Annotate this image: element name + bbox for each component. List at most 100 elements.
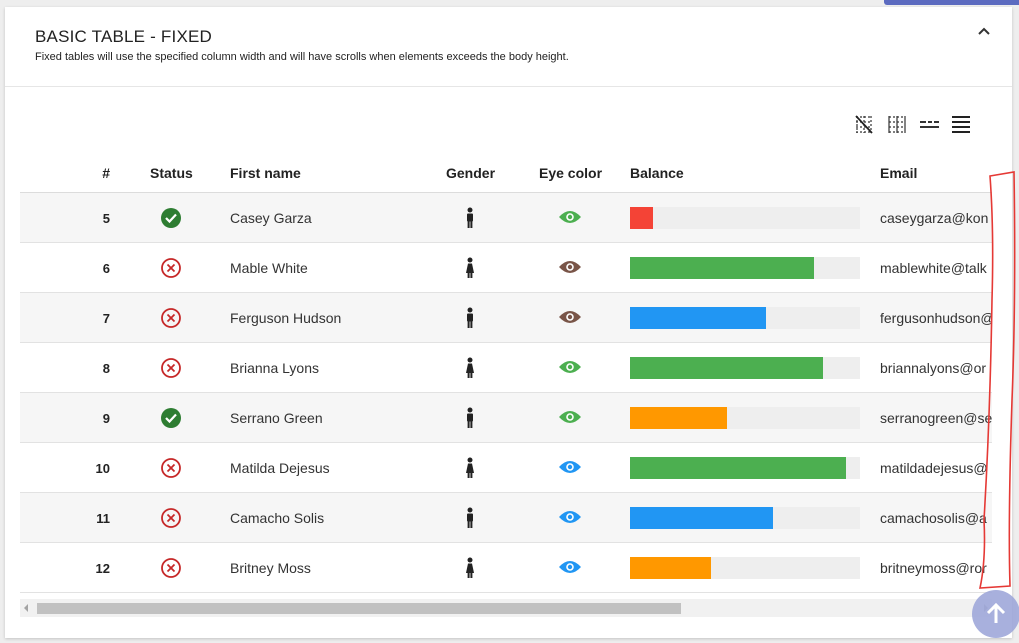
balance-progress-fill <box>630 307 766 329</box>
header-balance[interactable]: Balance <box>630 165 684 181</box>
balance-progress-bar <box>630 257 860 279</box>
table-row[interactable]: 10 Matilda Dejesus matildadejesus@ <box>20 443 992 493</box>
female-icon <box>466 457 474 478</box>
header-email[interactable]: Email <box>880 165 918 181</box>
balance-progress-bar <box>630 407 860 429</box>
table-style-toolbar <box>5 113 1012 135</box>
table-row[interactable]: 12 Britney Moss britneymoss@ror <box>20 543 992 593</box>
status-icon-cell <box>160 307 182 329</box>
header-gender[interactable]: Gender <box>446 165 496 181</box>
row-number: 8 <box>102 361 110 376</box>
balance-progress-bar <box>630 357 860 379</box>
top-accent-bar <box>884 0 1019 5</box>
eye-color-icon-cell <box>558 559 582 575</box>
status-icon-cell <box>160 407 182 429</box>
cancel-circle-icon <box>161 358 181 378</box>
balance-progress-bar <box>630 207 860 229</box>
balance-progress-fill <box>630 357 824 379</box>
eye-icon <box>559 561 581 573</box>
header-num[interactable]: # <box>102 165 110 181</box>
gender-icon-cell <box>463 306 477 330</box>
table-scroll-area[interactable]: # Status First name Gender Eye color Bal… <box>20 155 992 600</box>
eye-color-icon-cell <box>558 359 582 375</box>
cancel-circle-icon <box>161 558 181 578</box>
table-row[interactable]: 6 Mable White mablewhite@talk <box>20 243 992 293</box>
balance-progress-fill <box>630 457 847 479</box>
table-row[interactable]: 9 Serrano Green serranogreen@se <box>20 393 992 443</box>
email: fergusonhudson@ <box>880 310 992 326</box>
eye-icon <box>559 461 581 473</box>
balance-progress-fill <box>630 557 711 579</box>
email: matildadejesus@ <box>880 460 988 476</box>
scroll-left-icon[interactable] <box>24 604 28 612</box>
eye-color-icon-cell <box>558 309 582 325</box>
status-icon-cell <box>160 357 182 379</box>
chevron-up-icon <box>978 27 990 35</box>
cancel-circle-icon <box>161 258 181 278</box>
first-name: Britney Moss <box>230 560 311 576</box>
table-row[interactable]: 5 Casey Garza caseygarza@kon <box>20 193 992 243</box>
eye-color-icon-cell <box>558 509 582 525</box>
gender-icon-cell <box>463 206 477 230</box>
table-row[interactable]: 7 Ferguson Hudson fergusonhudson@ <box>20 293 992 343</box>
first-name: Mable White <box>230 260 308 276</box>
full-lines-button[interactable] <box>950 113 972 135</box>
balance-progress-bar <box>630 557 860 579</box>
status-icon-cell <box>160 257 182 279</box>
balance-progress-fill <box>630 257 814 279</box>
vertical-borders-button[interactable] <box>886 113 908 135</box>
eye-color-icon-cell <box>558 409 582 425</box>
card-header: BASIC TABLE - FIXED Fixed tables will us… <box>5 7 1012 87</box>
header-first-name[interactable]: First name <box>230 165 301 181</box>
first-name: Camacho Solis <box>230 510 325 526</box>
email: camachosolis@a <box>880 510 987 526</box>
female-icon <box>466 357 474 378</box>
status-icon-cell <box>160 557 182 579</box>
row-number: 5 <box>102 211 110 226</box>
row-number: 11 <box>96 511 110 526</box>
row-number: 6 <box>102 261 110 276</box>
email: serranogreen@se <box>880 410 992 426</box>
check-circle-icon <box>161 208 181 228</box>
header-status[interactable]: Status <box>150 165 193 181</box>
eye-color-icon-cell <box>558 259 582 275</box>
balance-progress-fill <box>630 507 773 529</box>
balance-progress-bar <box>630 307 860 329</box>
gender-icon-cell <box>463 356 477 380</box>
table-row[interactable]: 8 Brianna Lyons briannalyons@or <box>20 343 992 393</box>
male-icon <box>467 307 473 328</box>
scrollbar-thumb[interactable] <box>37 603 681 614</box>
gender-icon-cell <box>463 256 477 280</box>
collapse-button[interactable] <box>975 23 993 41</box>
row-number: 12 <box>95 561 110 576</box>
full-lines-icon <box>952 116 970 133</box>
balance-progress-bar <box>630 457 860 479</box>
grid-vertical-icon <box>888 116 906 133</box>
eye-icon <box>559 411 581 423</box>
male-icon <box>467 407 473 428</box>
row-number: 7 <box>102 311 110 326</box>
table-row[interactable]: 11 Camacho Solis camachosolis@a <box>20 493 992 543</box>
email: mablewhite@talk <box>880 260 987 276</box>
horizontal-scrollbar[interactable] <box>20 599 992 617</box>
female-icon <box>466 257 474 278</box>
no-borders-button[interactable] <box>853 113 875 135</box>
first-name: Casey Garza <box>230 210 312 226</box>
female-icon <box>466 557 474 578</box>
grid-off-icon <box>855 115 873 134</box>
header-eye-color[interactable]: Eye color <box>539 165 603 181</box>
eye-color-icon-cell <box>558 459 582 475</box>
first-name: Matilda Dejesus <box>230 460 330 476</box>
cancel-circle-icon <box>161 308 181 328</box>
email: briannalyons@or <box>880 360 987 376</box>
card-title: BASIC TABLE - FIXED <box>35 27 212 46</box>
gender-icon-cell <box>463 456 477 480</box>
card-subtitle: Fixed tables will use the specified colu… <box>35 51 569 63</box>
dashed-lines-button[interactable] <box>918 113 940 135</box>
eye-icon <box>559 511 581 523</box>
eye-icon <box>559 261 581 273</box>
scroll-to-top-button[interactable] <box>972 590 1019 638</box>
email: britneymoss@ror <box>880 560 987 576</box>
balance-progress-bar <box>630 507 860 529</box>
arrow-up-icon <box>986 602 1006 623</box>
